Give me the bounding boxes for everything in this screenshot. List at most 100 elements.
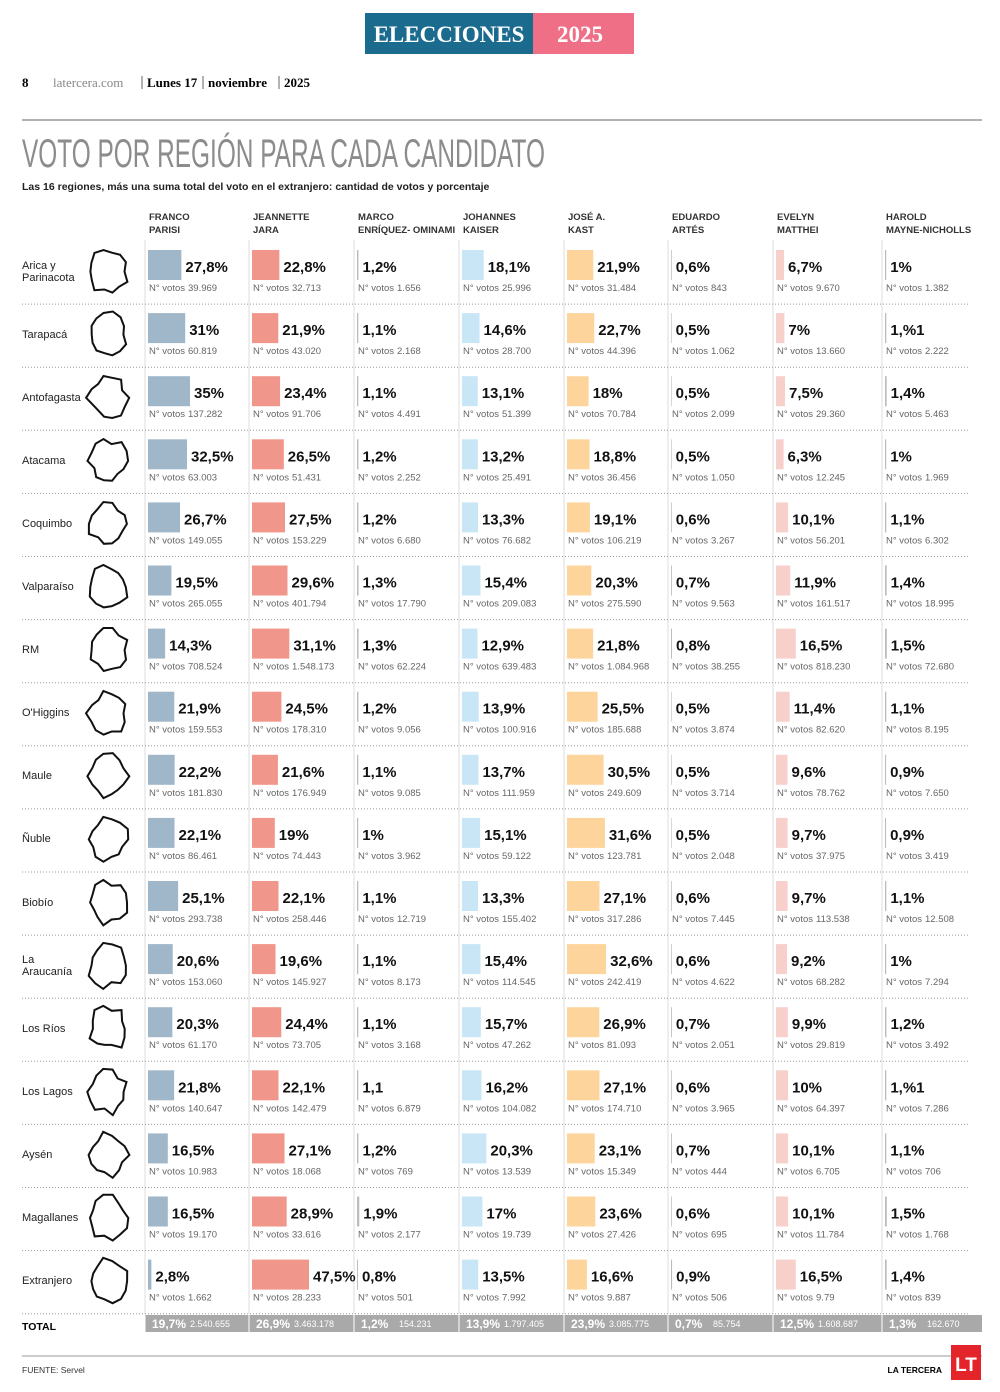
vote-count: N° votos 5.463 (886, 409, 949, 420)
votes-number: 1.768 (925, 1230, 949, 1241)
vote-percent: 1% (890, 259, 912, 276)
votes-prefix: N° votos (568, 914, 604, 925)
votes-prefix: N° votos (463, 662, 499, 673)
vote-count: N° votos 2.252 (358, 472, 421, 483)
vote-count: N° votos 1.768 (886, 1230, 949, 1241)
vote-bar (252, 502, 285, 533)
vote-bar (885, 1259, 887, 1290)
vote-bar (462, 881, 478, 911)
vote-count: N° votos 3.962 (358, 851, 421, 862)
vote-percent: 23,4% (284, 385, 327, 402)
vote-bar (252, 1196, 287, 1227)
votes-prefix: N° votos (777, 662, 813, 673)
vote-percent: 1,2% (362, 1142, 396, 1159)
date-year: 2025 (284, 75, 311, 90)
votes-number: 78.762 (816, 788, 845, 799)
votes-prefix: N° votos (463, 346, 499, 357)
vote-percent: 15,4% (484, 575, 527, 592)
votes-number: 31.484 (607, 283, 636, 294)
vote-count: N° votos 62.224 (358, 662, 426, 673)
vote-count: N° votos 3.419 (886, 851, 949, 862)
total-percent: 0,7% (675, 1317, 703, 1331)
vote-percent: 7% (788, 322, 810, 339)
votes-number: 6.705 (816, 1166, 840, 1177)
votes-number: 76.682 (502, 535, 531, 546)
votes-number: 209.083 (502, 599, 536, 610)
vote-percent: 1% (890, 953, 912, 970)
vote-count: N° votos 159.553 (149, 725, 222, 736)
vote-count: N° votos 2.177 (358, 1230, 421, 1241)
source: FUENTE: Servel (22, 1365, 85, 1375)
votes-number: 7.992 (502, 1293, 526, 1304)
vote-bar (776, 1196, 789, 1227)
vote-bar (252, 313, 279, 344)
votes-number: 501 (397, 1293, 413, 1304)
vote-count: N° votos 8.173 (358, 977, 421, 988)
vote-percent: 14,3% (169, 638, 212, 655)
vote-bar (885, 1070, 887, 1101)
votes-prefix: N° votos (777, 409, 813, 420)
vote-bar (776, 881, 788, 911)
vote-count: N° votos 2.168 (358, 346, 421, 357)
vote-percent: 1,1% (362, 953, 396, 970)
votes-prefix: N° votos (568, 788, 604, 799)
vote-bar (885, 754, 887, 785)
vote-bar (252, 376, 281, 407)
vote-percent: 1,1% (362, 890, 396, 907)
votes-number: 111.959 (502, 788, 535, 799)
votes-number: 706 (925, 1166, 941, 1177)
vote-count: N° votos 59.122 (463, 851, 531, 862)
vote-percent: 1,1% (362, 322, 396, 339)
candidate-last: ENRÍQUEZ- OMINAMI (358, 225, 455, 236)
vote-bar (148, 502, 181, 533)
votes-prefix: N° votos (886, 662, 922, 673)
vote-percent: 32,6% (610, 953, 653, 970)
votes-number: 1.662 (188, 1293, 212, 1304)
votes-prefix: N° votos (253, 535, 289, 546)
votes-prefix: N° votos (463, 1293, 499, 1304)
vote-percent: 0,5% (676, 701, 710, 718)
vote-count: N° votos 145.927 (253, 977, 326, 988)
votes-number: 47.262 (502, 1040, 531, 1051)
votes-prefix: N° votos (886, 599, 922, 610)
vote-count: N° votos 137.282 (149, 409, 222, 420)
vote-bar (567, 1133, 595, 1164)
votes-prefix: N° votos (253, 977, 289, 988)
vote-count: N° votos 1.969 (886, 472, 949, 483)
region-name: Atacama (22, 454, 66, 467)
votes-number: 81.093 (607, 1040, 636, 1051)
votes-number: 293.738 (188, 914, 222, 925)
votes-prefix: N° votos (463, 1166, 499, 1177)
votes-prefix: N° votos (149, 662, 185, 673)
vote-count: N° votos 76.682 (463, 535, 531, 546)
votes-prefix: N° votos (463, 851, 499, 862)
votes-number: 104.082 (502, 1103, 536, 1114)
vote-percent: 16,5% (172, 1206, 215, 1223)
vote-percent: 10,1% (792, 1206, 835, 1223)
vote-count: N° votos 153.060 (149, 977, 222, 988)
vote-bar (357, 1007, 359, 1038)
votes-number: 64.397 (816, 1103, 845, 1114)
votes-prefix: N° votos (886, 535, 922, 546)
vote-bar (357, 1196, 360, 1227)
vote-percent: 1,9% (363, 1206, 397, 1223)
votes-prefix: N° votos (672, 535, 708, 546)
vote-count: N° votos 25.996 (463, 283, 531, 294)
vote-percent: 30,5% (608, 764, 651, 781)
page-number: 8 (22, 75, 29, 90)
votes-prefix: N° votos (568, 662, 604, 673)
votes-number: 36.456 (607, 472, 636, 483)
vote-bar (671, 1133, 672, 1164)
votes-prefix: N° votos (253, 1103, 289, 1114)
votes-prefix: N° votos (777, 346, 813, 357)
vote-bar (776, 817, 788, 848)
votes-number: 176.949 (292, 788, 326, 799)
votes-prefix: N° votos (777, 914, 813, 925)
vote-count: N° votos 32.713 (253, 283, 321, 294)
vote-count: N° votos 114.545 (463, 977, 536, 988)
vote-percent: 31% (189, 322, 219, 339)
vote-count: N° votos 56.201 (777, 535, 845, 546)
votes-prefix: N° votos (568, 1230, 604, 1241)
vote-bar (671, 1259, 673, 1290)
